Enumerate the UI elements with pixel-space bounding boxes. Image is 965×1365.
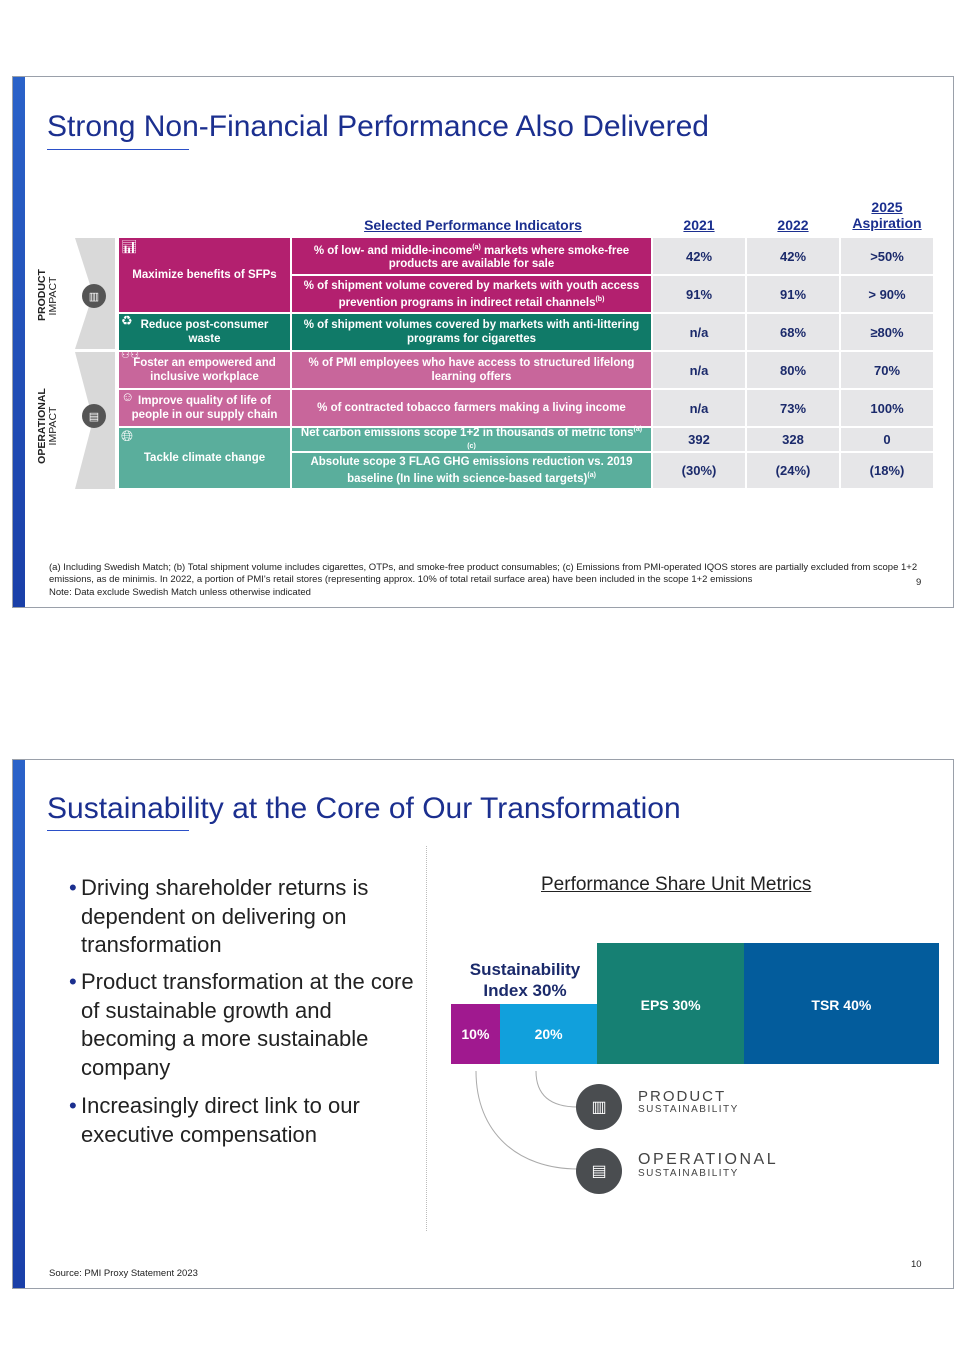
indicator-cell: % of shipment volume covered by markets … <box>292 276 651 312</box>
accent-bar <box>13 77 25 607</box>
slide-title: Strong Non-Financial Performance Also De… <box>47 110 709 143</box>
value-cell-v2022: 42% <box>747 238 839 274</box>
bullet-item: • Increasingly direct link to our executi… <box>69 1093 360 1147</box>
footnote: (a) Including Swedish Match; (b) Total s… <box>49 562 918 585</box>
bar-segment: 10% <box>451 1004 500 1064</box>
value-cell-v2022: (24%) <box>747 453 839 488</box>
header-2021: 2021 <box>683 217 715 233</box>
value-cell-v2025: > 90% <box>841 276 933 312</box>
indicator-cell: % of contracted tobacco farmers making a… <box>292 390 651 426</box>
value-cell-v2025: 0 <box>841 428 933 451</box>
value-cell-v2025: (18%) <box>841 453 933 488</box>
value-cell-v2025: >50% <box>841 238 933 274</box>
value-cell-v2022: 328 <box>747 428 839 451</box>
product-impact-label: PRODUCT IMPACT <box>36 269 59 321</box>
slide-title: Sustainability at the Core of Our Transf… <box>47 792 681 825</box>
slide-9: Strong Non-Financial Performance Also De… <box>12 76 954 608</box>
person-icon: ☺︎ <box>121 389 135 404</box>
bar-segment: EPS 30% <box>597 943 744 1064</box>
page-number: 10 <box>911 1259 922 1270</box>
value-cell-v2021: (30%) <box>653 453 745 488</box>
factory-icon: ▤ <box>82 404 106 428</box>
value-cell-v2022: 68% <box>747 314 839 350</box>
header-2022: 2022 <box>777 217 809 233</box>
accent-bar <box>13 760 25 1288</box>
category-maximize-sfps: Maximize benefits of SFPs <box>119 238 290 312</box>
sustainability-index-label: Sustainability Index 30% <box>469 960 581 1000</box>
indicator-cell: % of low- and middle-income(a) markets w… <box>292 238 651 274</box>
impact-chevrons <box>75 238 115 489</box>
product-sustainability-icon: ▥ <box>576 1084 622 1130</box>
value-cell-v2021: n/a <box>653 390 745 426</box>
operational-sustainability-icon: ▤ <box>576 1148 622 1194</box>
title-underline <box>47 830 189 831</box>
indicator-cell: % of shipment volumes covered by markets… <box>292 314 651 350</box>
recycle-icon: ♻︎ <box>121 313 133 328</box>
divider <box>426 846 427 1231</box>
category-reduce-waste: Reduce post-consumer waste <box>119 314 290 350</box>
slide-10: Sustainability at the Core of Our Transf… <box>12 759 954 1289</box>
value-cell-v2022: 73% <box>747 390 839 426</box>
operational-impact-label: OPERATIONAL IMPACT <box>36 388 59 464</box>
indicator-cell: % of PMI employees who have access to st… <box>292 352 651 388</box>
value-cell-v2025: ≥80% <box>841 314 933 350</box>
indicator-cell: Absolute scope 3 FLAG GHG emissions redu… <box>292 453 651 488</box>
page-number: 9 <box>916 577 922 588</box>
bar-segment: TSR 40% <box>743 943 939 1064</box>
legend-product: PRODUCT SUSTAINABILITY <box>638 1088 739 1115</box>
connector-lines <box>475 1070 578 1170</box>
source-note: Source: PMI Proxy Statement 2023 <box>49 1268 198 1279</box>
value-cell-v2021: n/a <box>653 352 745 388</box>
value-cell-v2021: 91% <box>653 276 745 312</box>
chart-icon: 📊︎ <box>121 239 138 254</box>
value-cell-v2021: n/a <box>653 314 745 350</box>
indicator-cell: Net carbon emissions scope 1+2 in thousa… <box>292 426 651 451</box>
bullet-item: • Driving shareholder returns is dependen… <box>69 875 369 957</box>
bullet-item: • Product transformation at the core of s… <box>69 969 414 1080</box>
category-climate: Tackle climate change <box>119 428 290 488</box>
footnote-note: Note: Data exclude Swedish Match unless … <box>49 587 311 598</box>
category-workplace: Foster an empowered and inclusive workpl… <box>119 352 290 388</box>
value-cell-v2021: 392 <box>653 428 745 451</box>
chart-title: Performance Share Unit Metrics <box>541 874 812 895</box>
title-underline <box>47 149 189 150</box>
product-icon: ▥ <box>82 284 106 308</box>
value-cell-v2022: 80% <box>747 352 839 388</box>
header-indicators: Selected Performance Indicators <box>364 217 582 233</box>
category-supply-chain: Improve quality of life of people in our… <box>119 390 290 426</box>
globe-icon: 🌐︎ <box>121 428 134 445</box>
value-cell-v2021: 42% <box>653 238 745 274</box>
header-2025: 2025 Aspiration <box>852 199 922 231</box>
bar-segment: 20% <box>499 1004 598 1064</box>
value-cell-v2022: 91% <box>747 276 839 312</box>
people-icon: ⚇⚇ <box>121 350 139 361</box>
value-cell-v2025: 100% <box>841 390 933 426</box>
value-cell-v2025: 70% <box>841 352 933 388</box>
legend-operational: OPERATIONAL SUSTAINABILITY <box>638 1151 779 1180</box>
